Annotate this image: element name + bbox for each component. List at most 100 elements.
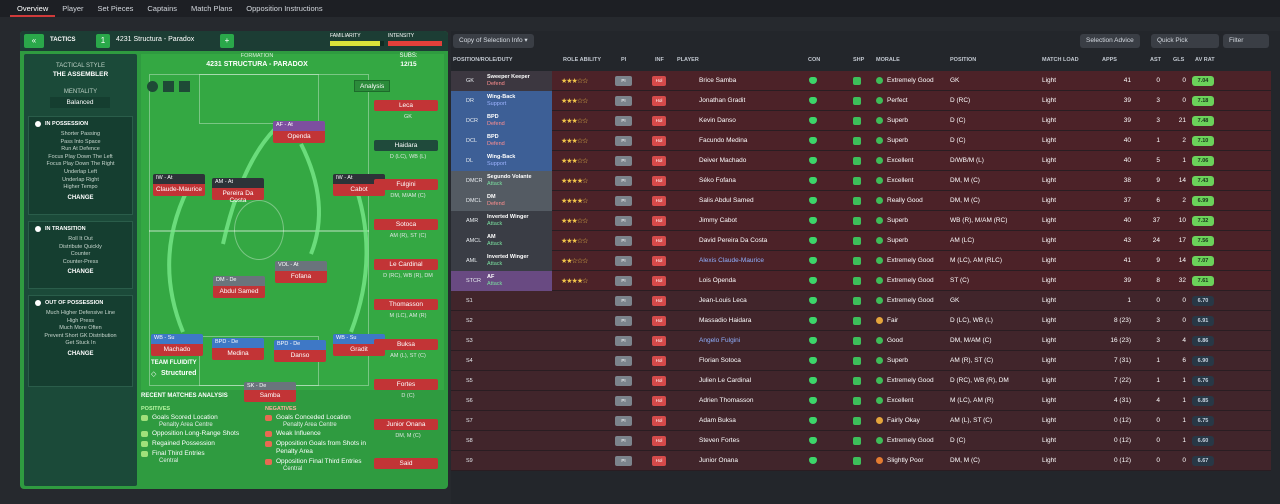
tab-match-plans[interactable]: Match Plans (191, 4, 233, 13)
table-row[interactable]: S6 PI Hol Adrien Thomasson Excellent M (LC), … (451, 391, 1271, 411)
player-instructions-icon[interactable]: PI (615, 396, 632, 406)
player-name[interactable]: Brice Samba (699, 77, 737, 84)
table-row[interactable]: DMCL DM Defend ★★★★☆ PI Hol Salis Abdul Samed R… (451, 191, 1271, 211)
player-name[interactable]: Julien Le Cardinal (699, 377, 752, 384)
player-instructions-icon[interactable]: PI (615, 96, 632, 106)
player-name[interactable]: Jonathan Gradit (699, 97, 746, 104)
header-apps[interactable]: APPS (1102, 57, 1117, 63)
header-ast[interactable]: AST (1150, 57, 1161, 63)
player-name[interactable]: Séko Fofana (699, 177, 736, 184)
copy-selection-info-button[interactable]: Copy of Selection Info ▾ (453, 34, 534, 48)
player-card-machado[interactable]: WB - Su Machado (151, 334, 203, 356)
header-shp[interactable]: SHP (853, 57, 865, 63)
sub-card[interactable]: Buksa AM (L), ST (C) (372, 327, 444, 367)
player-instructions-icon[interactable]: PI (615, 216, 632, 226)
header-gls[interactable]: GLS (1173, 57, 1185, 63)
table-row[interactable]: DL Wing-Back Support ★★★☆☆ PI Hol Deiver Macha… (451, 151, 1271, 171)
row-role-select[interactable]: Inverted Winger Attack (484, 211, 552, 231)
add-tactic-button[interactable]: + (220, 34, 234, 48)
table-row[interactable]: DR Wing-Back Support ★★★☆☆ PI Hol Jonathan Gra… (451, 91, 1271, 111)
table-row[interactable]: AML Inverted Winger Attack ★★☆☆☆ PI Hol Alexis… (451, 251, 1271, 271)
header-inf[interactable]: INF (655, 57, 664, 63)
row-role-select[interactable]: Segundo Volante Attack (484, 171, 552, 191)
recent-title[interactable]: RECENT MATCHES ANALYSIS (141, 393, 228, 399)
table-row[interactable]: STCR AF Attack ★★★★☆ PI Hol Lois Openda Extreme… (451, 271, 1271, 291)
view-icon[interactable] (147, 81, 158, 92)
table-row[interactable]: AMCL AM Attack ★★★☆☆ PI Hol David Pereira Da C… (451, 231, 1271, 251)
player-name[interactable]: Jimmy Cabot (699, 217, 737, 224)
player-name[interactable]: Deiver Machado (699, 157, 747, 164)
player-instructions-icon[interactable]: PI (615, 456, 632, 466)
header-pi[interactable]: PI (621, 57, 627, 63)
player-instructions-icon[interactable]: PI (615, 116, 632, 126)
player-name[interactable]: Adrien Thomasson (699, 397, 754, 404)
player-name[interactable]: Lois Openda (699, 277, 736, 284)
header-role-ability[interactable]: ROLE ABILITY (563, 57, 601, 63)
player-name[interactable]: Alexis Claude-Maurice (699, 257, 765, 264)
player-card-openda[interactable]: AF - At Openda (273, 121, 325, 143)
row-role-select[interactable]: AF Attack (484, 271, 552, 291)
row-role-select[interactable]: AM Attack (484, 231, 552, 251)
player-card-cabot[interactable]: IW - At Cabot (333, 174, 385, 196)
table-row[interactable]: GK Sweeper Keeper Defend ★★★☆☆ PI Hol Brice Sa… (451, 71, 1271, 91)
table-row[interactable]: S8 PI Hol Steven Fortes Extremely Good D (C) L… (451, 431, 1271, 451)
sub-card[interactable]: Thomasson M (LC), AM (R) (372, 287, 444, 327)
player-card-claude-maurice[interactable]: IW - At Claude-Maurice (153, 174, 205, 196)
sub-card[interactable]: Le Cardinal D (RC), WB (R), DM (372, 247, 444, 287)
player-instructions-icon[interactable]: PI (615, 256, 632, 266)
player-name[interactable]: Salis Abdul Samed (699, 197, 754, 204)
player-card-abdul-samed[interactable]: DM - De Abdul Samed (213, 276, 265, 298)
sub-card[interactable]: Fortes D (C) (372, 367, 444, 407)
table-row[interactable]: S3 PI Hol Angelo Fulgini Good DM, M/AM (C) Lig… (451, 331, 1271, 351)
header-match-load[interactable]: MATCH LOAD (1042, 57, 1079, 63)
row-role-select[interactable]: Inverted Winger Attack (484, 251, 552, 271)
player-instructions-icon[interactable]: PI (615, 336, 632, 346)
player-instructions-icon[interactable]: PI (615, 376, 632, 386)
player-instructions-icon[interactable]: PI (615, 156, 632, 166)
player-instructions-icon[interactable]: PI (615, 176, 632, 186)
row-role-select[interactable]: Wing-Back Support (484, 151, 552, 171)
header-position[interactable]: POSITION (950, 57, 977, 63)
player-name[interactable]: David Pereira Da Costa (699, 237, 768, 244)
player-name-samba[interactable]: Samba (244, 390, 296, 402)
change-out-of-possession-button[interactable]: CHANGE (67, 350, 94, 357)
sub-card[interactable]: Haidara D (LC), WB (L) (372, 128, 444, 168)
sub-card[interactable]: Fulgini DM, M/AM (C) (372, 167, 444, 207)
table-row[interactable]: S1 PI Hol Jean-Louis Leca Extremely Good GK Li… (451, 291, 1271, 311)
header-position-role-duty[interactable]: POSITION/ROLE/DUTY (453, 57, 513, 63)
player-name[interactable]: Adam Buksa (699, 417, 736, 424)
change-possession-button[interactable]: CHANGE (67, 194, 94, 201)
selection-advice-button[interactable]: Selection Advice (1080, 34, 1140, 48)
collapse-button[interactable]: « (24, 34, 44, 48)
row-role-select[interactable]: Wing-Back Support (484, 91, 552, 111)
table-row[interactable]: S4 PI Hol Florian Sotoca Superb AM (R), ST (C… (451, 351, 1271, 371)
change-transition-button[interactable]: CHANGE (67, 269, 94, 276)
player-card-pereira-da-costa[interactable]: AM - At Pereira Da Costa (212, 178, 264, 204)
row-role-select[interactable]: Sweeper Keeper Defend (484, 71, 552, 91)
list-icon[interactable] (179, 81, 190, 92)
header-con[interactable]: CON (808, 57, 821, 63)
header-player[interactable]: PLAYER (677, 57, 699, 63)
tab-player[interactable]: Player (62, 4, 84, 13)
player-card-fofana[interactable]: VOL - At Fofana (275, 261, 327, 283)
player-instructions-icon[interactable]: PI (615, 76, 632, 86)
player-name[interactable]: Massadio Haidara (699, 317, 752, 324)
sub-card[interactable]: Junior Onana DM, M (C) (372, 407, 444, 447)
table-row[interactable]: S9 PI Hol Junior Onana Slightly Poor DM, M (C… (451, 451, 1271, 471)
player-name[interactable]: Jean-Louis Leca (699, 297, 747, 304)
quick-pick-button[interactable]: Quick Pick (1151, 34, 1219, 48)
player-instructions-icon[interactable]: PI (615, 356, 632, 366)
player-name[interactable]: Florian Sotoca (699, 357, 741, 364)
filter-button[interactable]: Filter (1223, 34, 1269, 48)
player-instructions-icon[interactable]: PI (615, 416, 632, 426)
player-card-gradit[interactable]: WB - Su Gradit (333, 334, 385, 356)
mentality-select[interactable]: Balanced (50, 97, 110, 108)
player-name[interactable]: Kevin Danso (699, 117, 736, 124)
sub-card[interactable]: Said (372, 446, 444, 486)
formation-name[interactable]: 4231 STRUCTURA - PARADOX (206, 61, 308, 68)
row-role-select[interactable]: BPD Defend (484, 111, 552, 131)
tactic-name[interactable]: 4231 Structura - Paradox (116, 36, 195, 43)
table-row[interactable]: DCL BPD Defend ★★★☆☆ PI Hol Facundo Medina Supe… (451, 131, 1271, 151)
sub-card[interactable]: Sotoca AM (R), ST (C) (372, 207, 444, 247)
player-instructions-icon[interactable]: PI (615, 276, 632, 286)
